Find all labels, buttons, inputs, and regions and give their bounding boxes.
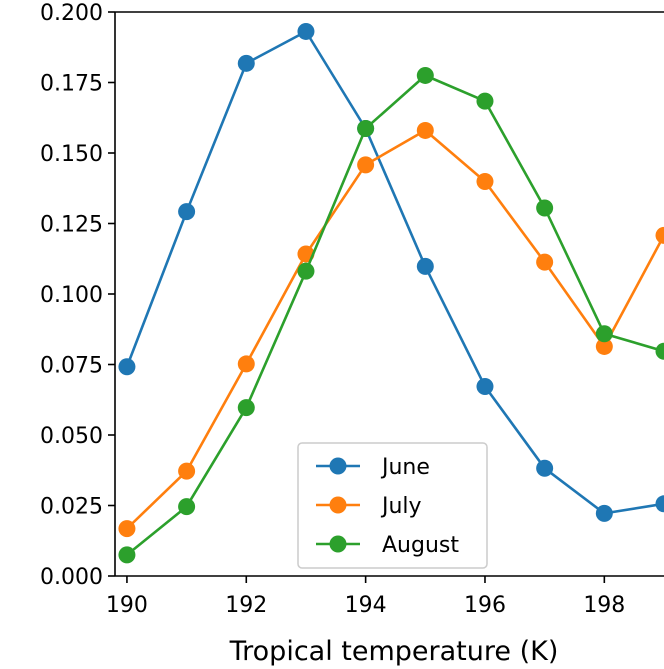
data-point-july [357,156,375,174]
legend-marker-june [329,457,347,475]
y-tick-label: 0.050 [40,424,103,449]
y-tick-label: 0.100 [40,283,103,308]
data-point-august [357,119,375,137]
legend-label-july: July [380,494,422,519]
legend-frame [297,442,488,569]
y-tick-label: 0.000 [40,565,103,590]
data-point-august [536,199,554,217]
y-tick-label: 0.200 [40,1,103,26]
y-tick-label: 0.125 [40,213,103,238]
data-point-june [655,495,664,513]
data-point-june [118,358,136,376]
x-tick-label: 196 [464,593,506,618]
data-point-july [118,520,136,538]
data-point-june [536,459,554,477]
x-tick-label: 198 [583,593,625,618]
data-point-july [476,172,494,190]
data-point-july [416,121,434,139]
legend-marker-july [329,496,347,514]
series-july [118,121,664,538]
data-point-june [595,504,613,522]
data-point-august [237,399,255,417]
x-tick-label: 190 [106,593,148,618]
data-point-june [476,377,494,395]
series-line-july [125,129,664,530]
series-line-june [125,30,664,515]
data-point-june [416,257,434,275]
data-point-august [178,498,196,516]
data-point-july [655,226,664,244]
x-tick-label: 192 [225,593,267,618]
data-point-august [297,262,315,280]
series-layer [118,22,664,564]
data-point-june [297,22,315,40]
legend: June July August [297,442,488,569]
data-point-july [237,355,255,373]
data-point-july [536,253,554,271]
data-point-july [178,462,196,480]
series-august [118,66,664,564]
data-point-june [237,54,255,72]
legend-label-june: June [380,455,430,480]
data-point-june [178,203,196,221]
axes-layer: 0.000 0.025 0.050 0.075 0.100 0.125 0.150 0.175… [40,1,664,618]
x-axis-title: Tropical temperature (K) [229,636,559,667]
y-tick-label: 0.025 [40,495,103,520]
x-tick-label: 194 [345,593,387,618]
y-tick-label: 0.150 [40,142,103,167]
data-point-august [416,66,434,84]
legend-label-august: August [382,533,459,558]
data-point-august [476,92,494,110]
y-tick-label: 0.075 [40,354,103,379]
legend-marker-august [329,535,347,553]
data-point-july [595,337,613,355]
data-point-august [595,325,613,343]
data-point-august [118,546,136,564]
data-point-august [655,342,664,360]
series-line-august [126,74,664,556]
y-tick-label: 0.175 [40,72,103,97]
